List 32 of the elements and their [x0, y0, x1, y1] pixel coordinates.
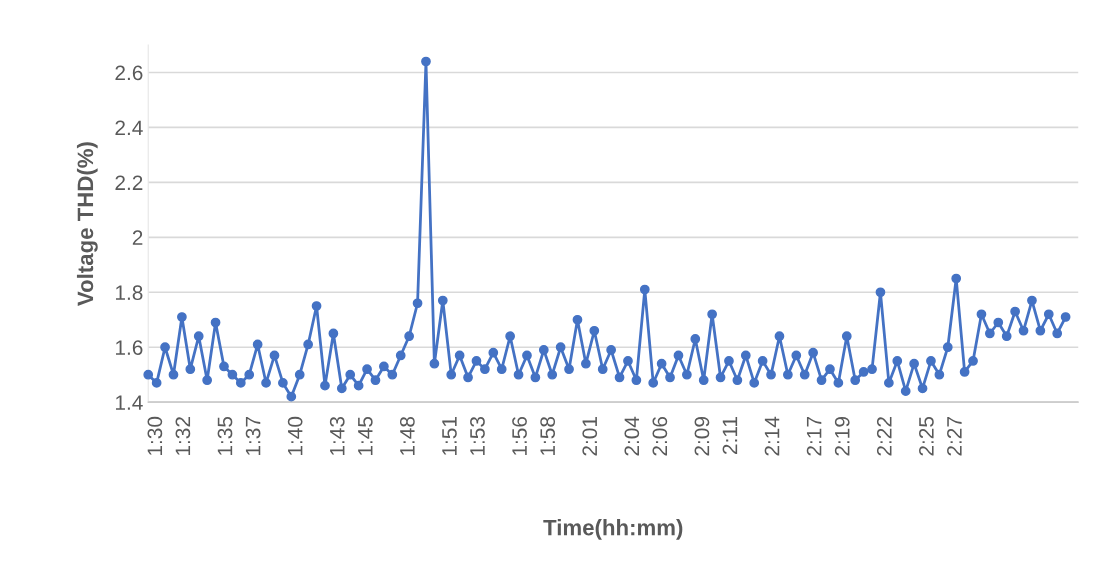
x-tick-label: 1:30: [147, 416, 163, 456]
x-tick-label: 2:19: [834, 417, 850, 456]
x-tick-label: 1:32: [175, 417, 191, 456]
y-tick-label: 2: [132, 230, 143, 245]
x-tick-label: 1:51: [442, 417, 457, 456]
x-tick-label: 1:48: [399, 416, 415, 456]
x-tick-label: 1:37: [245, 417, 261, 456]
y-tick-label: 1.4: [116, 395, 143, 410]
x-tick-label: 2:27: [947, 417, 962, 456]
x-tick-label: 2:25: [919, 416, 934, 456]
x-tick-label: 2:17: [806, 417, 822, 456]
y-axis-title: Voltage THD(%): [76, 142, 98, 306]
y-tick-label: 1.6: [116, 340, 143, 355]
x-tick-label: 2:22: [876, 417, 892, 456]
x-tick-label: 1:35: [217, 416, 233, 456]
x-tick-label: 2:14: [764, 416, 780, 456]
x-tick-label: 2:06: [652, 416, 668, 456]
x-tick-label: 2:01: [582, 417, 598, 456]
x-axis-title: Time(hh:mm): [543, 519, 683, 540]
x-tick-label: 2:04: [624, 416, 640, 456]
x-tick-label: 2:11: [722, 417, 738, 455]
x-tick-label: 2:09: [694, 417, 710, 456]
x-tick-label: 1:40: [287, 416, 303, 456]
y-tick-label: 2.6: [115, 65, 143, 81]
x-tick-label: 1:56: [512, 416, 527, 456]
x-tick-label: 1:45: [358, 416, 373, 456]
x-tick-label: 1:53: [470, 416, 485, 456]
x-tick-label: 1:43: [329, 416, 345, 456]
y-tick-label: 1.8: [116, 285, 143, 301]
y-tick-label: 2.4: [115, 120, 143, 135]
x-tick-label: 1:58: [540, 416, 556, 456]
y-tick-label: 2.2: [115, 175, 143, 190]
